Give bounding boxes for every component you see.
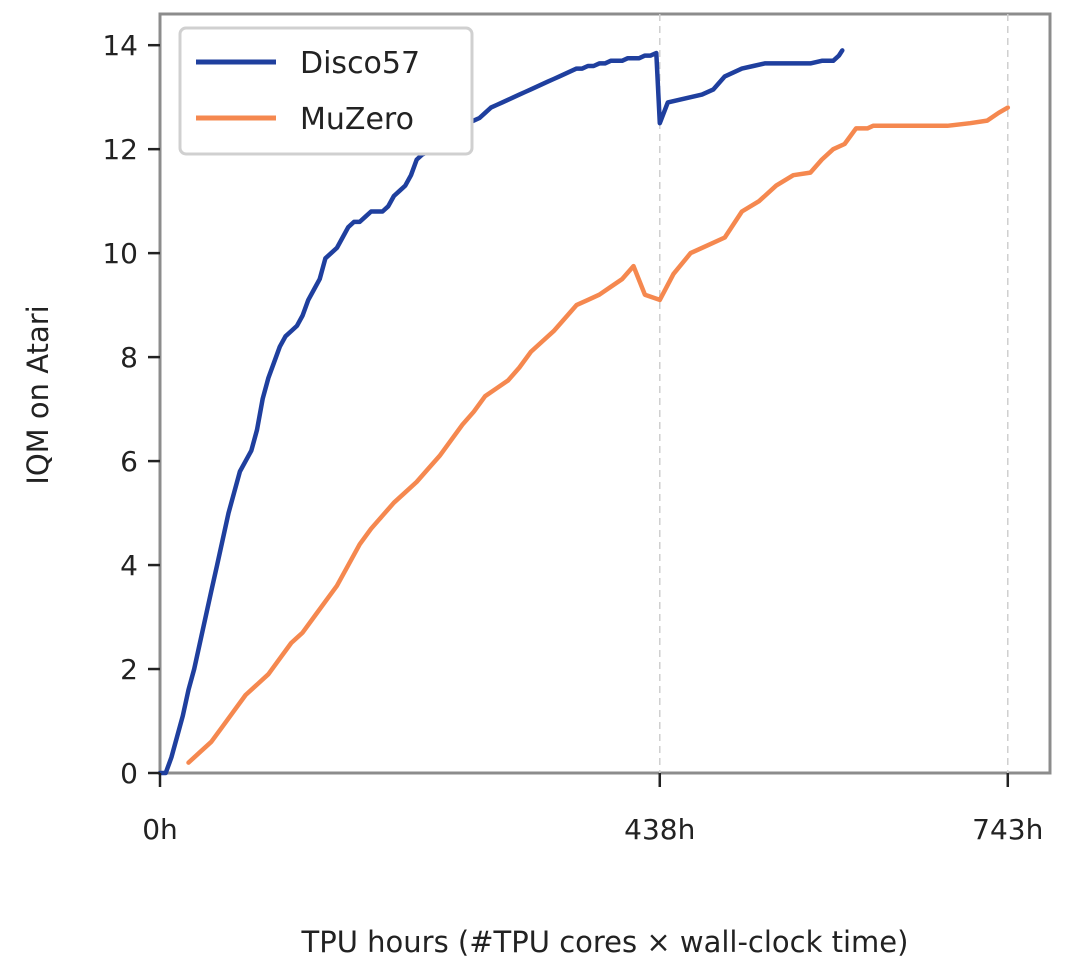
x-axis: 0h 438h 743h [142, 773, 1043, 846]
x-tick-label: 438h [624, 813, 695, 846]
legend-label-disco57: Disco57 [300, 46, 420, 81]
x-tick-label: 743h [972, 813, 1043, 846]
y-axis-label: IQM on Atari [21, 305, 55, 484]
plot-frame [158, 12, 1052, 775]
y-tick-label: 0 [120, 757, 138, 790]
y-tick-label: 2 [120, 653, 138, 686]
y-tick-label: 6 [120, 445, 138, 478]
x-axis-label: TPU hours (#TPU cores × wall-clock time) [301, 925, 909, 959]
y-tick-label: 10 [102, 237, 138, 270]
y-tick-label: 12 [102, 133, 138, 166]
y-tick-label: 14 [102, 29, 138, 62]
y-tick-label: 4 [120, 549, 138, 582]
series-line-disco57 [157, 48, 845, 776]
reference-lines [659, 14, 1009, 773]
legend-label-muzero: MuZero [300, 102, 414, 137]
series-layer [157, 48, 1011, 776]
y-axis: 0 2 4 6 8 10 12 14 [102, 29, 160, 790]
x-tick-label: 0h [142, 813, 178, 846]
y-tick-label: 8 [120, 341, 138, 374]
series-line-muzero [186, 105, 1011, 765]
legend: Disco57 MuZero [178, 26, 474, 156]
